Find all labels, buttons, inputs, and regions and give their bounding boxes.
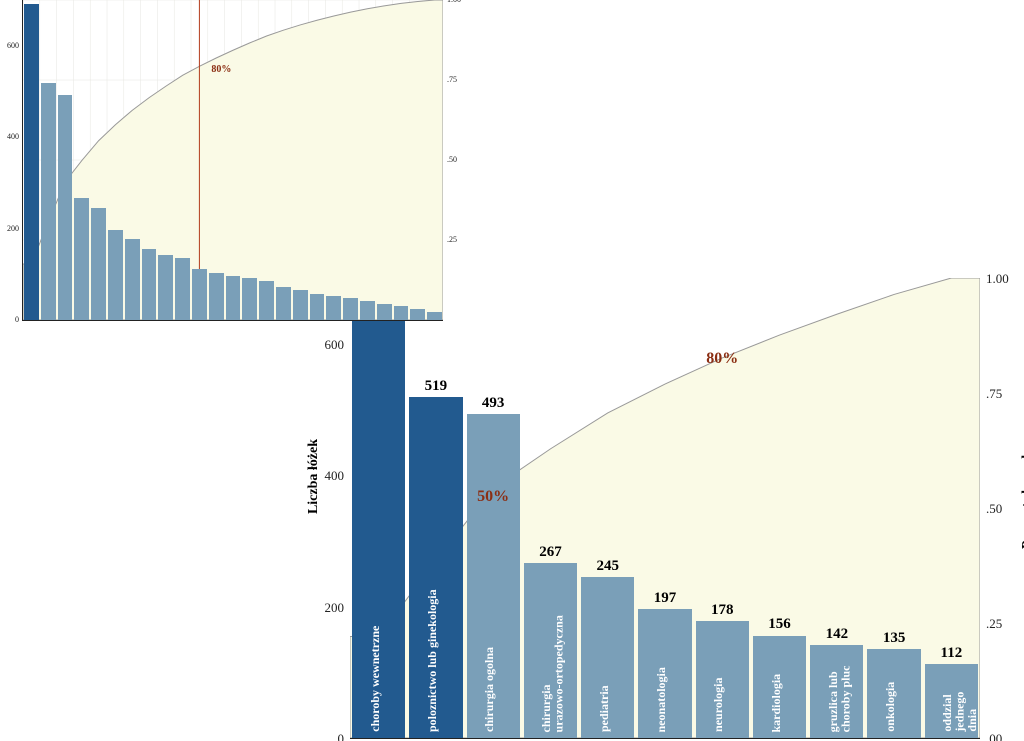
bar [41, 83, 56, 320]
y2-tick: .25 [447, 235, 457, 244]
bar [209, 273, 224, 320]
bar [158, 255, 173, 320]
bar [125, 239, 140, 320]
bar [467, 414, 520, 738]
bar-value: 112 [941, 645, 963, 662]
y-tick: 200 [325, 600, 345, 616]
bar [394, 306, 409, 320]
bar [192, 269, 207, 320]
bar-value: 178 [711, 602, 734, 619]
bar-value: 156 [768, 616, 791, 633]
y2-tick: 1.00 [986, 271, 1009, 287]
bar [352, 283, 405, 738]
bar [343, 298, 358, 320]
bar-value: 135 [883, 630, 906, 647]
bar-value: 493 [482, 395, 505, 412]
bar [810, 645, 863, 738]
bar [259, 281, 274, 320]
bar [753, 636, 806, 739]
pct-threshold-label: 50% [477, 488, 509, 506]
y2-tick: 1.00 [447, 0, 461, 4]
y-axis-title: Liczba łóżek [306, 439, 322, 514]
y-tick: 200 [7, 224, 19, 233]
bar [638, 609, 691, 738]
main-plot-area: 692choroby wewnetrzne519poloznictwo lub … [350, 278, 980, 739]
bar [74, 198, 89, 320]
bar-value: 245 [596, 558, 619, 575]
main-pareto-chart: 692choroby wewnetrzne519poloznictwo lub … [350, 278, 980, 739]
bar [377, 304, 392, 320]
bar [360, 301, 375, 320]
pct-threshold-label: 80% [706, 350, 738, 368]
bar [581, 577, 634, 738]
bar-value: 519 [425, 378, 448, 395]
bar [293, 290, 308, 320]
y2-tick: .00 [986, 731, 1002, 741]
y2-tick: .25 [986, 616, 1002, 632]
bar-value: 197 [654, 590, 677, 607]
bar-value: 142 [826, 626, 849, 643]
bar-value: 267 [539, 544, 562, 561]
y-tick: 600 [325, 337, 345, 353]
bar [524, 563, 577, 738]
inset-plot-area: 80%0200400600.25.50.751.00 [22, 0, 443, 321]
bar [427, 312, 442, 320]
bar [925, 664, 978, 738]
bar [226, 276, 241, 320]
y2-tick: .75 [986, 386, 1002, 402]
bar [242, 278, 257, 320]
y2-tick: .50 [447, 155, 457, 164]
y2-tick: .75 [447, 75, 457, 84]
bar [276, 287, 291, 320]
bar [108, 230, 123, 320]
bar [867, 649, 920, 738]
bar [58, 95, 73, 320]
bar [91, 208, 106, 320]
y2-tick: .50 [986, 501, 1002, 517]
y-tick: 400 [325, 468, 345, 484]
y-tick: 400 [7, 132, 19, 141]
y-tick: 0 [338, 731, 345, 741]
y-tick: 0 [15, 315, 19, 324]
pct-threshold-label: 80% [211, 64, 231, 75]
y2-axis-title: Procent skumulowany [1020, 416, 1024, 549]
bar [142, 249, 157, 320]
bar [310, 294, 325, 321]
bar [24, 4, 39, 320]
bar [410, 309, 425, 320]
bar [696, 621, 749, 738]
bar [175, 258, 190, 320]
y-tick: 600 [7, 41, 19, 50]
inset-pareto-chart: 80%0200400600.25.50.751.00 [22, 0, 442, 321]
bar [326, 296, 341, 320]
bar [409, 397, 462, 738]
